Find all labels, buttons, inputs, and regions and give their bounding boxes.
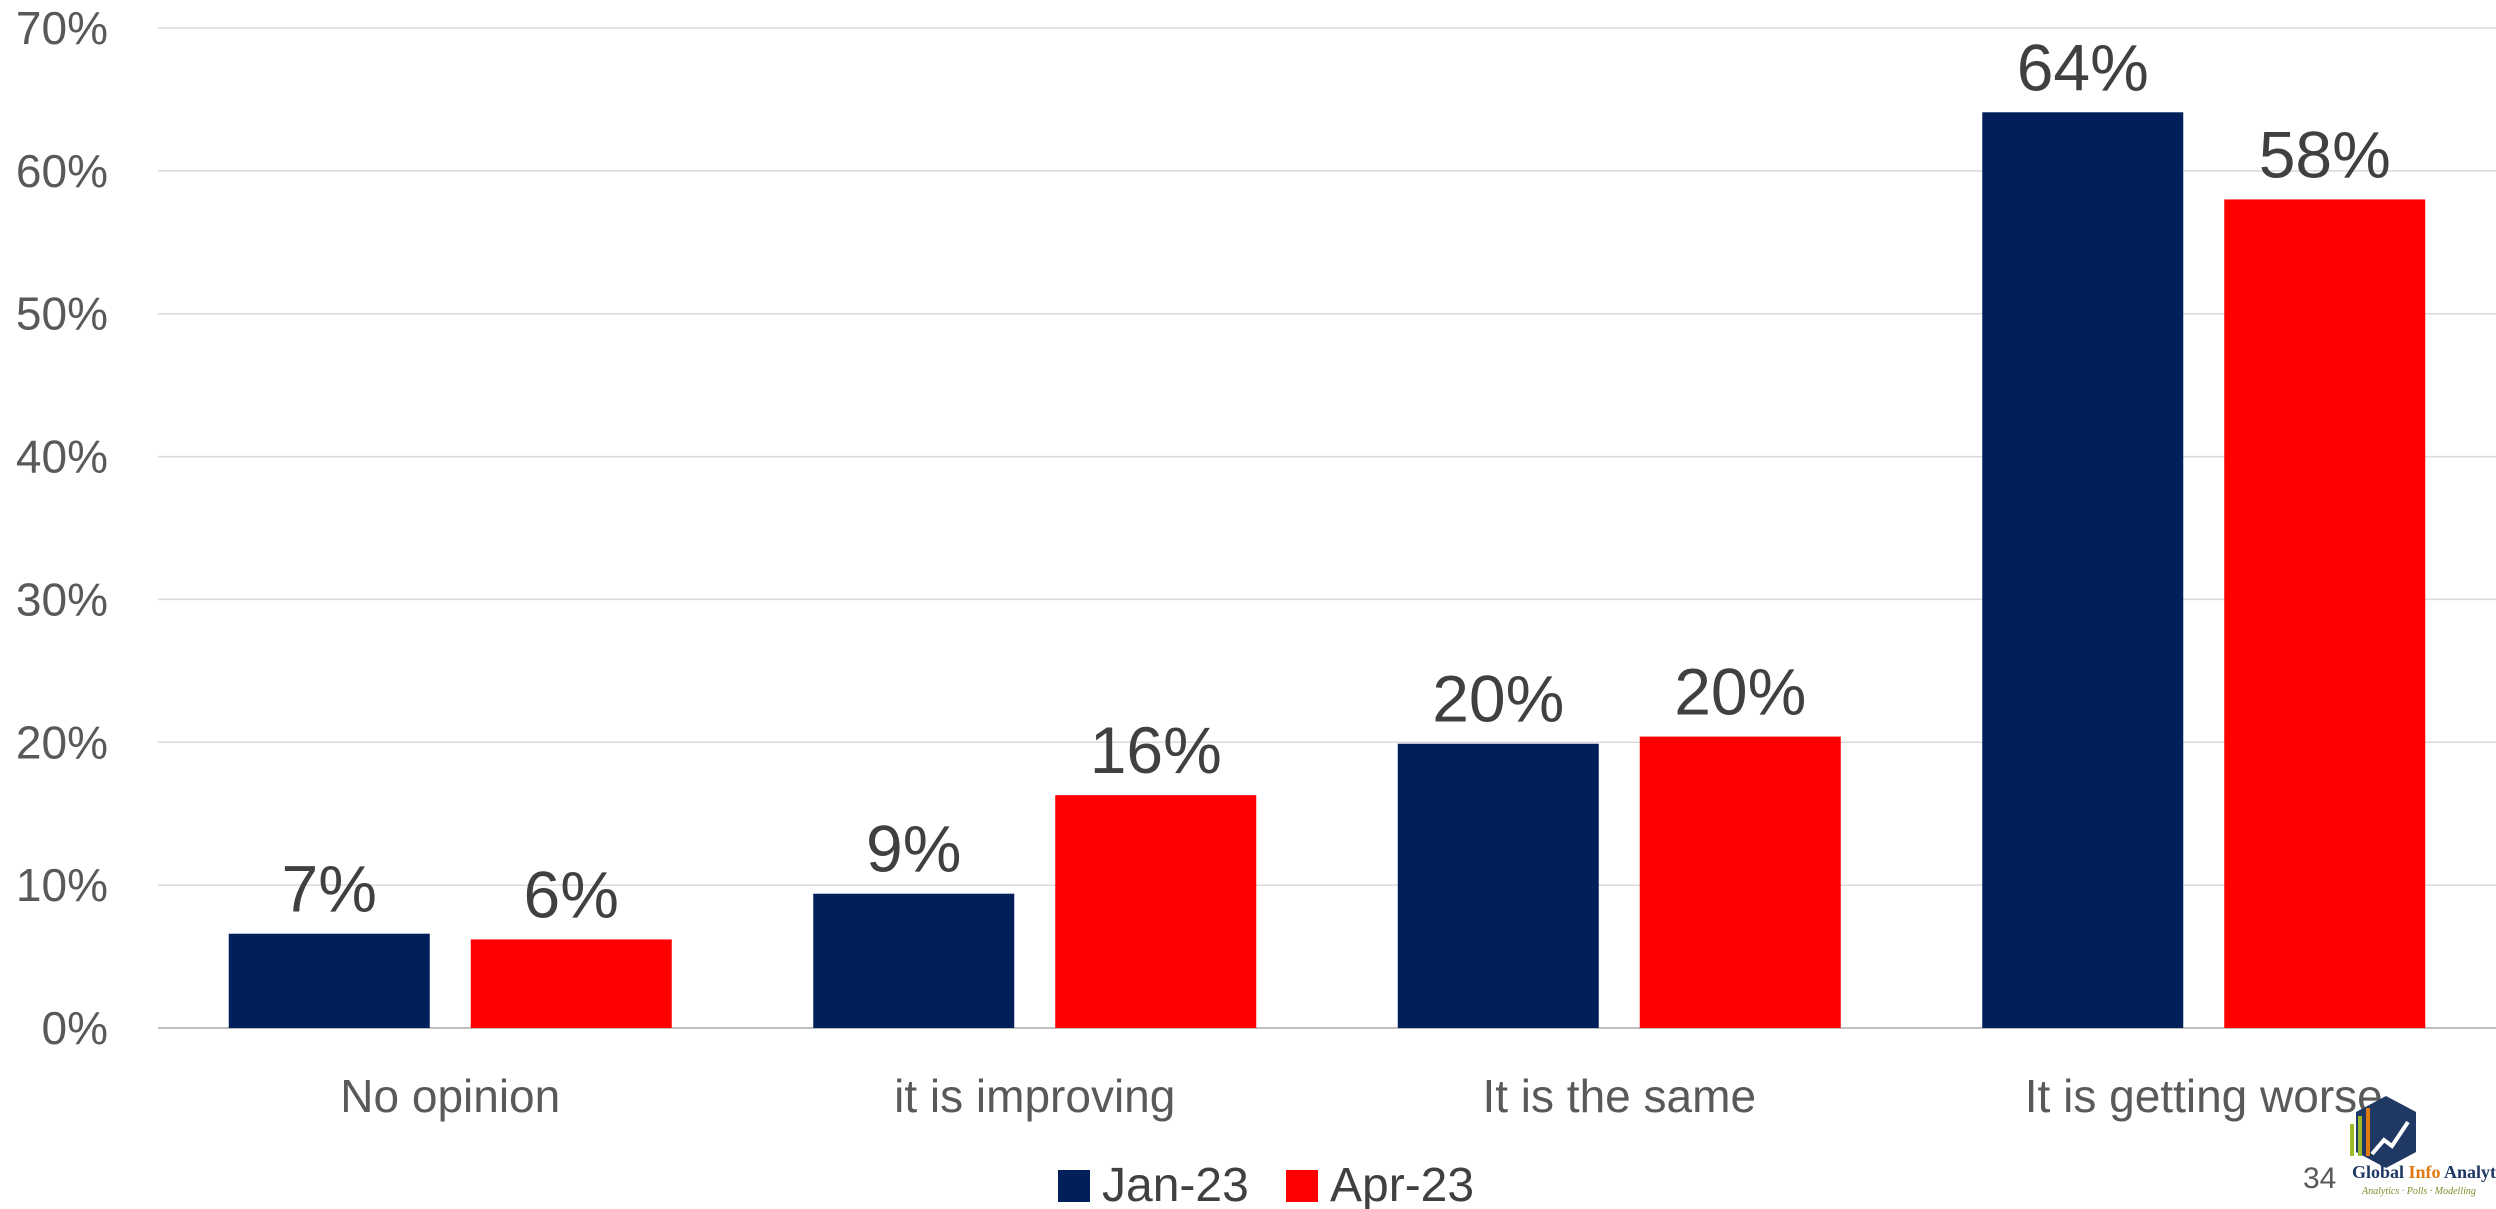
y-tick-label: 40% [16,431,108,483]
bar [813,893,1015,1028]
logo-bar [2366,1108,2370,1156]
bar [1055,795,1257,1028]
data-label: 9% [866,812,961,886]
brand-logo: Global Info Analytics Analytics · Polls … [2350,1096,2496,1197]
data-label: 16% [1090,713,1222,787]
y-tick-label: 70% [16,2,108,54]
bar [1397,743,1599,1028]
logo-name: Global Info Analytics [2352,1162,2496,1182]
data-label: 20% [1432,662,1564,736]
x-category-label: No opinion [340,1070,560,1122]
legend-swatch [1058,1170,1090,1202]
y-tick-label: 0% [42,1002,108,1054]
y-tick-label: 60% [16,145,108,197]
x-category-label: It is the same [1482,1070,1756,1122]
bar [470,939,672,1028]
legend-label: Jan-23 [1102,1159,1249,1209]
y-tick-label: 20% [16,716,108,768]
x-category-label: it is improving [894,1070,1175,1122]
data-label: 58% [2259,117,2391,191]
data-label: 6% [524,857,619,931]
x-category-label: It is getting worse [2025,1070,2383,1122]
y-tick-label: 30% [16,573,108,625]
y-tick-label: 10% [16,859,108,911]
logo-hexagon [2356,1096,2416,1168]
logo-bar [2358,1116,2362,1156]
data-labels: 7% 6% 9% 16% 20% 20% 64% 58% [282,30,2391,931]
y-axis-ticks: 0% 10% 20% 30% 40% 50% 60% 70% [16,2,108,1054]
logo-trend-line [2370,1120,2410,1156]
data-label: 7% [282,852,377,926]
page-number: 34 [2303,1162,2336,1195]
logo-tagline: Analytics · Polls · Modelling [2361,1186,2476,1197]
bar [1982,112,2184,1029]
bar [2224,199,2426,1028]
data-label: 20% [1674,655,1806,729]
y-tick-label: 50% [16,288,108,340]
x-axis-categories: No opinion it is improving It is the same I… [340,1070,2382,1122]
legend: Jan-23 Apr-23 [1058,1159,1474,1209]
legend-label: Apr-23 [1330,1159,1474,1209]
bar [228,933,430,1028]
data-label: 64% [2017,30,2149,104]
legend-swatch [1286,1170,1318,1202]
bars [228,112,2426,1029]
bar [1639,736,1841,1028]
logo-bar [2350,1124,2354,1156]
